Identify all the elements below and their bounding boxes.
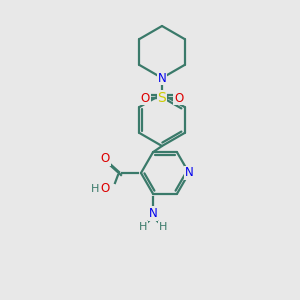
Text: S: S	[158, 91, 166, 105]
Text: H: H	[139, 222, 147, 232]
Text: O: O	[100, 182, 109, 196]
Text: H: H	[91, 184, 99, 194]
Text: O: O	[174, 92, 184, 104]
Text: H: H	[159, 222, 167, 232]
Text: N: N	[158, 71, 166, 85]
Text: N: N	[148, 207, 158, 220]
Text: O: O	[140, 92, 150, 104]
Text: O: O	[100, 152, 109, 166]
Text: N: N	[184, 167, 194, 179]
